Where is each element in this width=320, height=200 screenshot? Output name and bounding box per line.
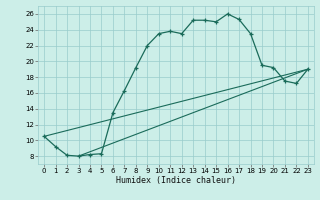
X-axis label: Humidex (Indice chaleur): Humidex (Indice chaleur) — [116, 176, 236, 185]
